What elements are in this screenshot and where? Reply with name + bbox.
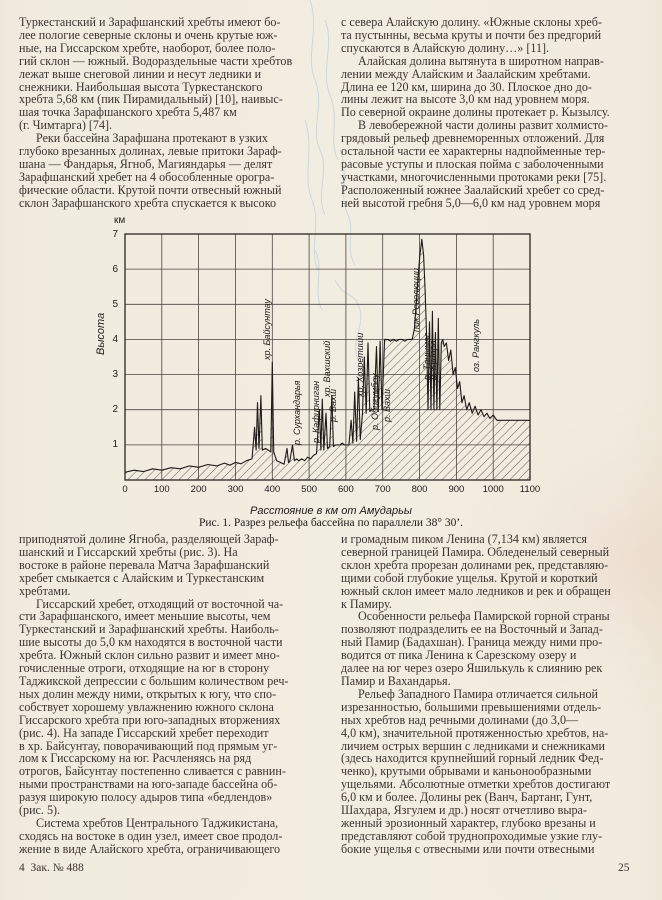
svg-text:оз. Рангкуль: оз. Рангкуль [471,319,481,372]
svg-text:5: 5 [112,299,118,310]
svg-text:р. Вахш: р. Вахш [328,388,338,423]
svg-text:700: 700 [375,484,391,495]
svg-text:800: 800 [412,484,428,495]
svg-text:900: 900 [448,484,464,495]
svg-text:500: 500 [301,484,317,495]
svg-text:100: 100 [154,484,170,495]
svg-text:400: 400 [264,484,280,495]
svg-text:300: 300 [228,484,244,495]
svg-text:пик Революции: пик Революции [411,268,421,332]
svg-text:р. Сурхандарья: р. Сурхандарья [292,380,302,446]
svg-text:Высота: Высота [95,313,107,355]
svg-text:хр. Хозретиши: хр. Хозретиши [355,333,365,398]
svg-text:р. Обигумбоу: р. Обигумбоу [370,373,380,431]
svg-text:4: 4 [112,334,118,345]
svg-text:1100: 1100 [520,484,540,495]
svg-text:0: 0 [122,484,127,495]
svg-text:р. Вахш: р. Вахш [382,388,392,423]
svg-text:км: км [114,215,125,226]
svg-text:1000: 1000 [483,484,504,495]
svg-text:6: 6 [112,264,118,275]
svg-text:хр. Байсунтау: хр. Байсунтау [262,299,272,361]
svg-text:р. Кафирниган: р. Кафирниган [311,381,321,444]
svg-text:600: 600 [338,484,354,495]
svg-text:р. Кудара: р. Кудара [428,340,438,381]
svg-text:200: 200 [191,484,207,495]
svg-text:2: 2 [112,404,118,415]
svg-text:3: 3 [112,369,118,380]
svg-text:1: 1 [112,439,118,450]
svg-text:7: 7 [112,229,118,240]
